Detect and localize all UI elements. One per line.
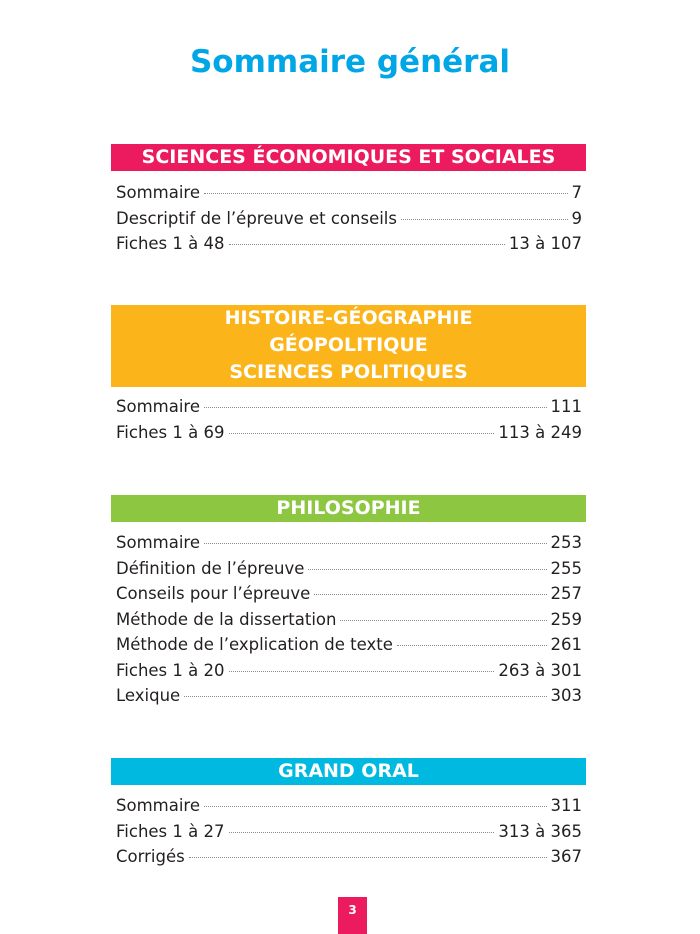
section-entries: Sommaire 111 Fiches 1 à 69 113 à 249 xyxy=(116,397,582,448)
dot-leader xyxy=(203,407,547,408)
section-heading-line: GRAND ORAL xyxy=(278,760,419,782)
entry-page: 111 xyxy=(550,397,583,416)
toc-entry[interactable]: Sommaire 111 xyxy=(116,397,582,423)
section-heading-line: SCIENCES POLITIQUES xyxy=(229,361,468,383)
section-entries: Sommaire 253 Définition de l’épreuve 255 Con… xyxy=(116,533,582,712)
section-heading-line: GÉOPOLITIQUE xyxy=(269,334,428,356)
entry-label: Descriptif de l’épreuve et conseils xyxy=(116,208,397,228)
toc-entry[interactable]: Méthode de la dissertation 259 xyxy=(116,610,582,636)
section-heading-line: SCIENCES ÉCONOMIQUES ET SOCIALES xyxy=(141,146,556,168)
entry-page: 13 à 107 xyxy=(508,234,582,253)
entry-page: 367 xyxy=(550,847,583,866)
entry-label: Sommaire xyxy=(116,533,200,552)
toc-entry[interactable]: Sommaire 253 xyxy=(116,533,582,559)
entry-page: 313 à 365 xyxy=(498,821,582,841)
entry-label: Définition de l’épreuve xyxy=(116,558,305,578)
toc-entry[interactable]: Sommaire 7 xyxy=(116,183,582,209)
dot-leader xyxy=(340,619,547,621)
dot-leader xyxy=(228,670,495,672)
entry-label: Lexique xyxy=(116,686,181,705)
entry-label: Fiches 1 à 27 xyxy=(116,821,225,841)
section-heading: GRAND ORAL xyxy=(111,758,586,785)
toc-entry[interactable]: Fiches 1 à 20 263 à 301 xyxy=(116,661,582,687)
dot-leader xyxy=(203,543,547,544)
dot-leader xyxy=(184,696,547,697)
entry-page: 257 xyxy=(550,584,583,603)
entry-label: Corrigés xyxy=(116,847,185,866)
entry-page: 311 xyxy=(550,796,583,815)
toc-entry[interactable]: Fiches 1 à 69 113 à 249 xyxy=(116,423,582,449)
dot-leader xyxy=(203,806,547,807)
section-entries: Sommaire 311 Fiches 1 à 27 313 à 365 Corrigé… xyxy=(116,796,582,873)
entry-label: Sommaire xyxy=(116,397,200,416)
entry-page: 9 xyxy=(571,208,583,228)
entry-page: 263 à 301 xyxy=(498,660,582,680)
section-heading-line: HISTOIRE-GÉOGRAPHIE xyxy=(224,307,473,329)
entry-label: Sommaire xyxy=(116,183,200,202)
dot-leader xyxy=(308,568,547,570)
dot-leader xyxy=(188,857,547,858)
dot-leader xyxy=(203,193,568,194)
section-heading: HISTOIRE-GÉOGRAPHIE GÉOPOLITIQUE SCIENCES … xyxy=(111,305,586,387)
entry-page: 255 xyxy=(550,558,583,578)
toc-entry[interactable]: Descriptif de l’épreuve et conseils 9 xyxy=(116,209,582,235)
dot-leader xyxy=(228,831,495,833)
entry-label: Sommaire xyxy=(116,796,200,815)
dot-leader xyxy=(396,645,547,646)
toc-entry[interactable]: Conseils pour l’épreuve 257 xyxy=(116,584,582,610)
entry-page: 113 à 249 xyxy=(498,422,582,442)
dot-leader xyxy=(228,244,505,245)
toc-entry[interactable]: Fiches 1 à 48 13 à 107 xyxy=(116,234,582,260)
toc-entry[interactable]: Lexique 303 xyxy=(116,686,582,712)
section-heading: PHILOSOPHIE xyxy=(111,495,586,522)
section-heading: SCIENCES ÉCONOMIQUES ET SOCIALES xyxy=(111,144,586,171)
dot-leader xyxy=(228,432,495,434)
entry-page: 259 xyxy=(550,609,583,629)
entry-label: Fiches 1 à 69 xyxy=(116,422,225,442)
entry-label: Conseils pour l’épreuve xyxy=(116,584,311,603)
entry-page: 303 xyxy=(550,686,583,705)
toc-entry[interactable]: Sommaire 311 xyxy=(116,796,582,822)
entry-label: Fiches 1 à 48 xyxy=(116,234,225,253)
page-number: 3 xyxy=(338,897,367,934)
toc-entry[interactable]: Corrigés 367 xyxy=(116,847,582,873)
dot-leader xyxy=(401,218,568,220)
entry-label: Fiches 1 à 20 xyxy=(116,660,225,680)
section-entries: Sommaire 7 Descriptif de l’épreuve et cons… xyxy=(116,183,582,260)
entry-page: 253 xyxy=(550,533,583,552)
page-title: Sommaire général xyxy=(189,44,511,80)
entry-page: 7 xyxy=(571,183,583,202)
toc-entry[interactable]: Méthode de l’explication de texte 261 xyxy=(116,635,582,661)
section-heading-line: PHILOSOPHIE xyxy=(276,497,421,519)
toc-entry[interactable]: Fiches 1 à 27 313 à 365 xyxy=(116,822,582,848)
entry-label: Méthode de l’explication de texte xyxy=(116,635,393,654)
entry-label: Méthode de la dissertation xyxy=(116,609,337,629)
toc-entry[interactable]: Définition de l’épreuve 255 xyxy=(116,559,582,585)
entry-page: 261 xyxy=(550,635,583,654)
dot-leader xyxy=(314,594,547,595)
